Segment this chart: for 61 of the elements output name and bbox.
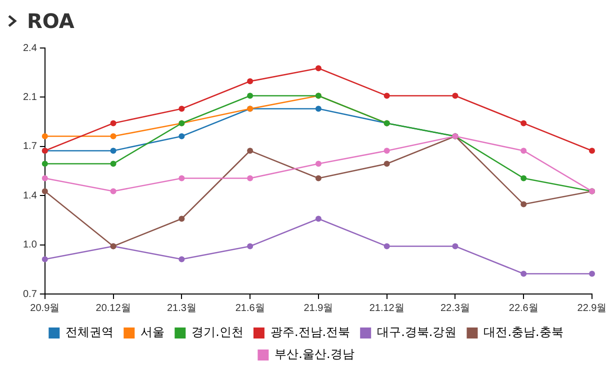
point [110, 133, 116, 140]
x-tick-label: 21.12월 [369, 302, 404, 314]
x-tick-label: 22.9월 [577, 302, 607, 314]
point [247, 243, 254, 250]
point [110, 160, 116, 167]
point [110, 188, 116, 194]
y-tick-label: 2.1 [22, 92, 38, 103]
x-tick-label: 20.9월 [30, 302, 60, 314]
point [247, 78, 254, 84]
point [384, 148, 390, 154]
point [315, 216, 322, 222]
point [452, 92, 458, 99]
legend-label: 전체권역 [66, 325, 114, 340]
point [110, 120, 116, 126]
point [384, 243, 390, 250]
point [520, 270, 527, 277]
point [520, 175, 527, 182]
point [520, 120, 527, 126]
point [589, 148, 595, 154]
point [315, 160, 322, 167]
point [178, 216, 185, 222]
point [384, 92, 390, 99]
point [178, 106, 185, 112]
y-tick-label: 1.0 [22, 240, 38, 251]
x-tick-label: 21.6월 [235, 302, 265, 314]
point [42, 175, 48, 182]
legend-label: 광주.전남.전북 [270, 325, 350, 340]
legend-label: 대구.경북.강원 [377, 325, 457, 340]
legend-label: 서울 [140, 325, 165, 340]
y-tick-label: 0.7 [22, 288, 38, 300]
point [42, 256, 48, 262]
point [178, 256, 185, 262]
point [384, 160, 390, 167]
point [42, 188, 48, 194]
x-tick-label: 22.6월 [508, 302, 538, 314]
point [178, 175, 185, 182]
y-tick-label: 1.7 [22, 141, 38, 152]
point [247, 175, 254, 182]
point [42, 160, 48, 167]
legend-label: 대전.충남.충북 [484, 325, 564, 340]
y-tick-label: 2.4 [22, 42, 38, 54]
chart-title: ROA [27, 9, 74, 33]
y-tick-label: 1.4 [22, 190, 38, 202]
point [315, 106, 322, 112]
legend-label: 경기.인천 [192, 325, 244, 340]
point [247, 92, 254, 99]
x-tick-label: 22.3월 [440, 302, 470, 314]
x-tick-label: 20.12월 [96, 302, 131, 314]
x-tick-label: 21.9월 [304, 302, 334, 314]
point [315, 65, 322, 72]
point [520, 148, 527, 154]
point [110, 148, 116, 154]
point [452, 243, 458, 250]
legend-label: 부산.울산.경남 [274, 347, 354, 362]
point [315, 175, 322, 182]
point [42, 133, 48, 140]
point [178, 133, 185, 140]
x-tick-label: 21.3월 [166, 302, 196, 314]
point [589, 270, 595, 277]
point [520, 201, 527, 208]
point [247, 148, 254, 154]
